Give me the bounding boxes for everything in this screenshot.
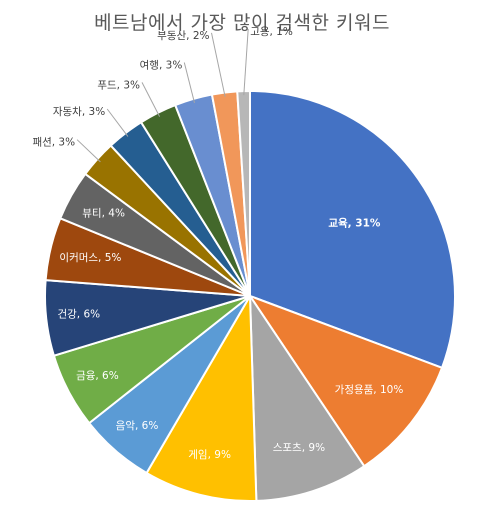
slice-label-10: 패션, 3% xyxy=(32,137,75,149)
slice-label-4: 게임, 9% xyxy=(188,448,231,461)
slice-label-5: 음악, 6% xyxy=(116,420,159,432)
slice-label-8: 이커머스, 5% xyxy=(59,252,121,264)
slice-label-9: 뷰티, 4% xyxy=(82,208,125,220)
slice-label-7: 건강, 6% xyxy=(57,309,100,321)
leader-line-14 xyxy=(211,32,226,97)
leader-line-10 xyxy=(76,139,101,163)
slice-label-1: 교육, 31% xyxy=(328,218,381,230)
slice-label-11: 자동차, 3% xyxy=(53,106,105,118)
leader-line-11 xyxy=(106,108,129,137)
slice-label-12: 푸드, 3% xyxy=(97,79,140,91)
pie-slices xyxy=(44,89,456,502)
leader-line-12 xyxy=(141,82,161,117)
slice-label-2: 가정용품, 10% xyxy=(335,384,404,396)
slice-labels: 교육, 31% 가정용품, 10% 스포츠, 9% 게임, 9% 음악, 6% 금융, 6… xyxy=(32,26,403,461)
slice-label-15: 고용, 1% xyxy=(250,26,293,38)
leader-line-13 xyxy=(183,62,195,104)
pie-slice-3 xyxy=(248,292,366,502)
slice-label-14: 부동산, 2% xyxy=(157,30,209,42)
pie-slice-4 xyxy=(145,292,258,502)
leader-lines xyxy=(76,28,249,163)
slice-label-13: 여행, 3% xyxy=(140,60,183,72)
leader-line-15 xyxy=(243,28,249,96)
slice-label-6: 금융, 6% xyxy=(76,370,119,382)
pie-slice-2 xyxy=(247,293,444,468)
pie-slice-1 xyxy=(249,89,456,370)
slice-label-3: 스포츠, 9% xyxy=(273,442,325,454)
chart-title: 베트남에서 가장 많이 검색한 키워드 xyxy=(94,12,390,34)
